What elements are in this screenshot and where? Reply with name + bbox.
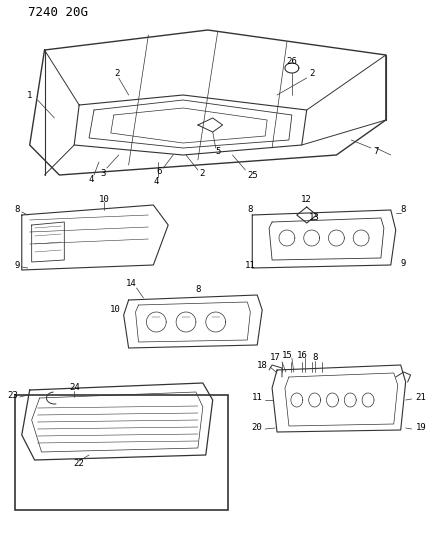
- Text: 2: 2: [309, 69, 314, 78]
- Text: 14: 14: [126, 279, 137, 288]
- Text: 12: 12: [301, 196, 312, 205]
- Text: 9: 9: [401, 259, 406, 268]
- Text: 25: 25: [247, 171, 258, 180]
- Text: 10: 10: [110, 305, 121, 314]
- Text: 26: 26: [286, 58, 297, 67]
- Text: 3: 3: [100, 168, 106, 177]
- Bar: [15, 395, 228, 510]
- Text: 7240 20G: 7240 20G: [28, 5, 88, 19]
- Text: 8: 8: [195, 286, 201, 295]
- Text: 24: 24: [69, 384, 80, 392]
- Text: 11: 11: [244, 261, 255, 270]
- Text: 16: 16: [296, 351, 307, 359]
- Text: 8: 8: [15, 206, 20, 214]
- Text: 15: 15: [282, 351, 292, 359]
- Text: 9: 9: [15, 261, 20, 270]
- Text: 17: 17: [270, 353, 280, 362]
- Text: 13: 13: [309, 214, 320, 222]
- Text: 5: 5: [215, 148, 220, 157]
- Text: 7: 7: [373, 148, 379, 157]
- Text: 6: 6: [157, 167, 162, 176]
- Text: 1: 1: [27, 92, 33, 101]
- Text: 8: 8: [247, 206, 252, 214]
- Text: 20: 20: [251, 424, 262, 432]
- Text: 19: 19: [416, 424, 426, 432]
- Text: 11: 11: [251, 393, 262, 402]
- Text: 18: 18: [256, 360, 267, 369]
- Text: 4: 4: [88, 175, 94, 184]
- Text: 21: 21: [416, 392, 426, 401]
- Text: 2: 2: [114, 69, 119, 78]
- Text: 2: 2: [199, 169, 205, 179]
- Text: 10: 10: [98, 196, 109, 205]
- Text: 22: 22: [74, 459, 84, 469]
- Text: 8: 8: [401, 206, 406, 214]
- Text: 23: 23: [7, 391, 18, 400]
- Text: 4: 4: [154, 177, 159, 187]
- Text: 8: 8: [312, 353, 317, 362]
